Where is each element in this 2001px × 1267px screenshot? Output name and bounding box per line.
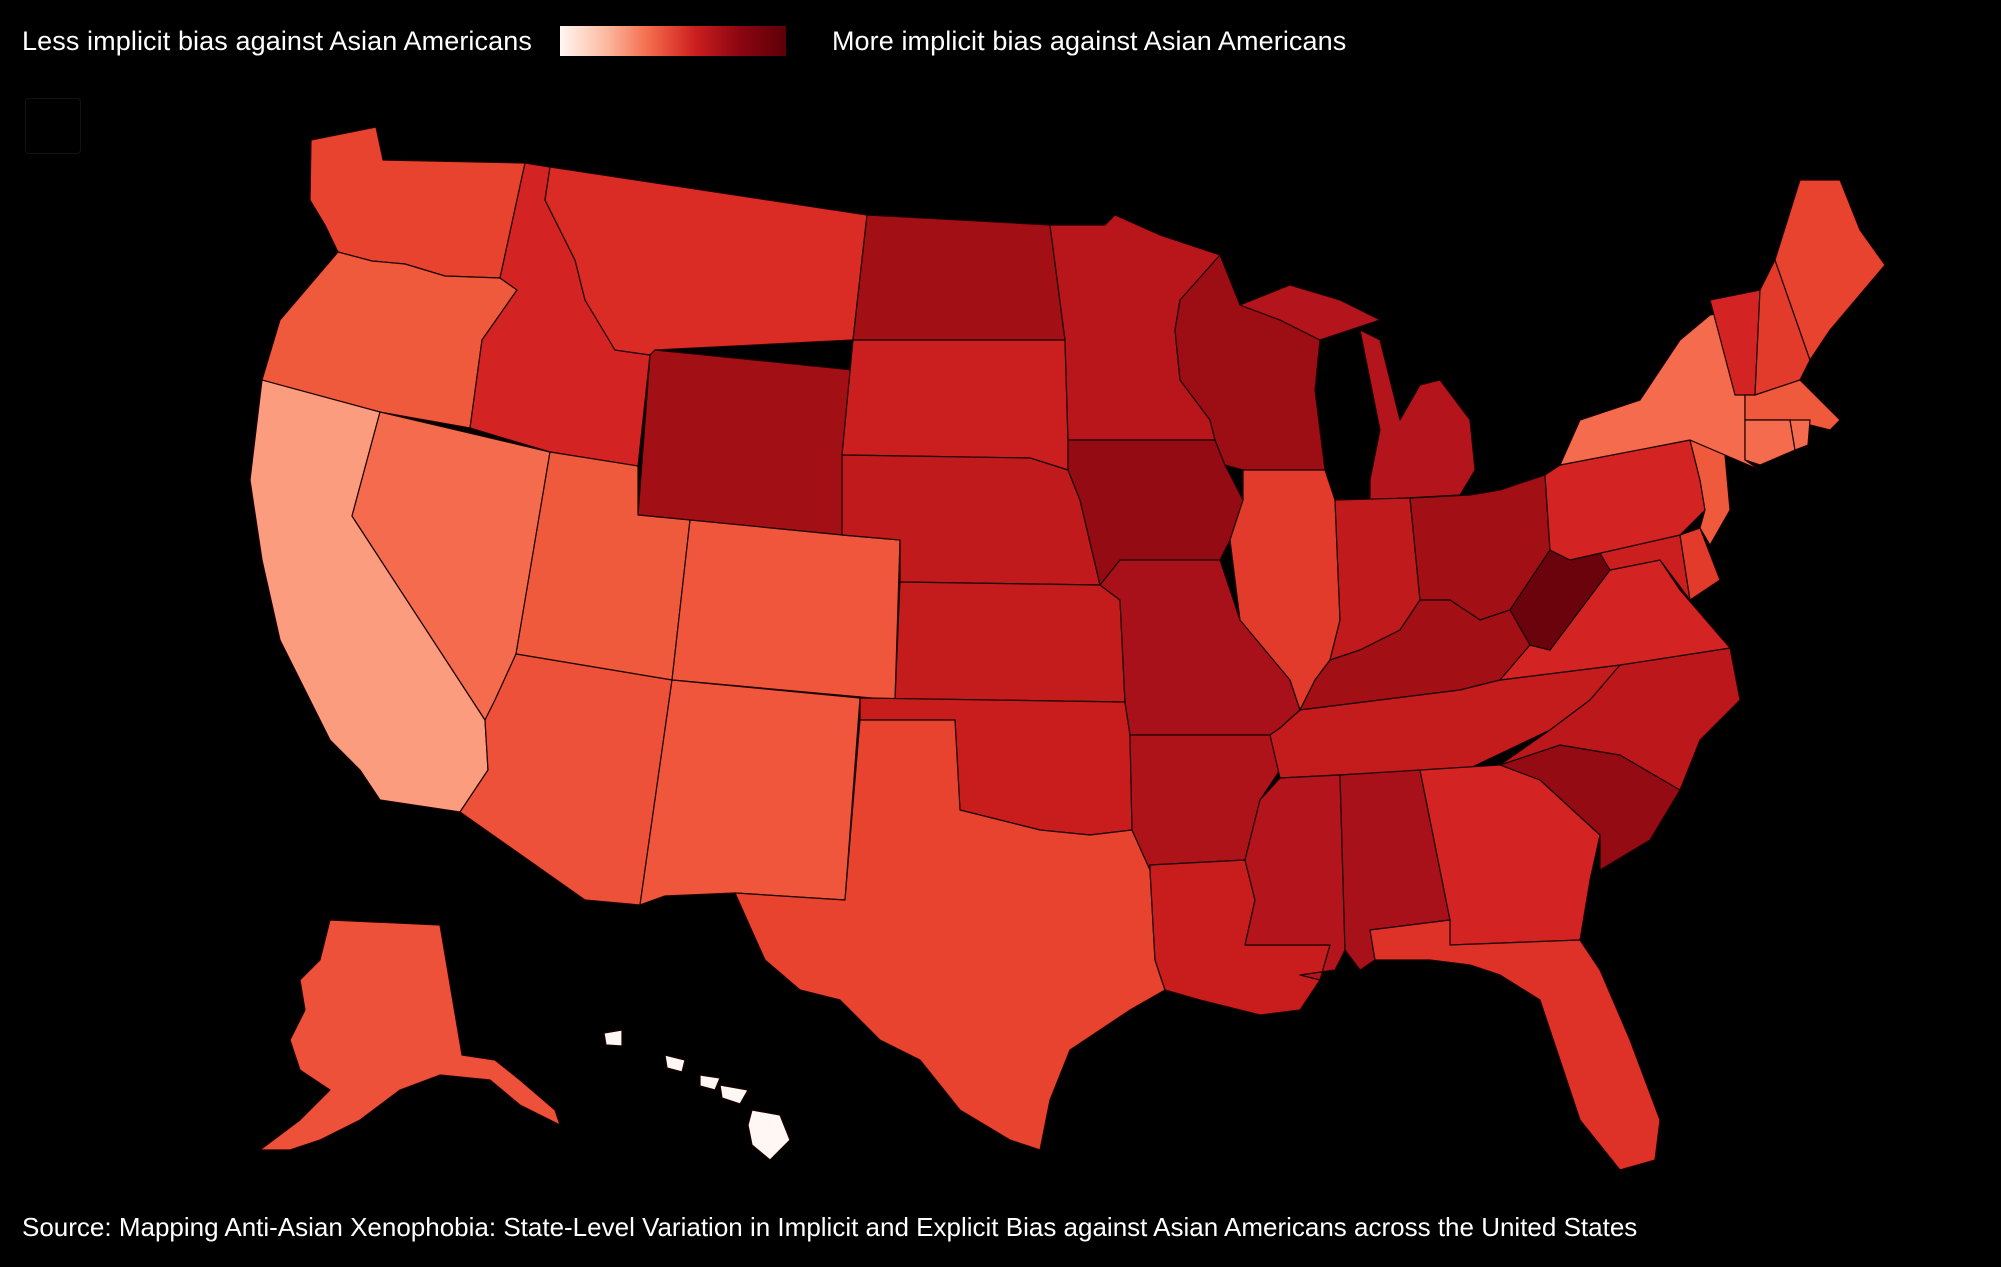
state-florida[interactable] — [1369, 919, 1661, 1171]
state-connecticut[interactable] — [1744, 419, 1796, 466]
state-south-dakota[interactable] — [841, 339, 1069, 471]
legend-low-label: Less implicit bias against Asian America… — [22, 25, 532, 56]
legend-color-scale — [559, 26, 786, 56]
state-new-hampshire[interactable] — [1754, 259, 1811, 396]
state-rhode-island[interactable] — [1789, 419, 1811, 451]
map-zoom-control[interactable] — [25, 98, 81, 154]
states-layer — [249, 126, 1886, 1171]
state-north-dakota[interactable] — [852, 214, 1066, 341]
legend-high-label: More implicit bias against Asian America… — [831, 25, 1347, 56]
state-new-mexico[interactable] — [639, 679, 861, 906]
state-wyoming[interactable] — [637, 349, 854, 536]
state-alaska[interactable] — [259, 919, 561, 1151]
state-north-carolina[interactable] — [1499, 647, 1741, 791]
state-texas[interactable] — [734, 719, 1166, 1151]
source-caption: Source: Mapping Anti-Asian Xenophobia: S… — [22, 1212, 1638, 1242]
state-delaware[interactable] — [1679, 527, 1721, 601]
state-hawaii[interactable] — [603, 1029, 791, 1161]
legend: Less implicit bias against Asian America… — [22, 20, 1346, 62]
state-colorado[interactable] — [671, 519, 901, 701]
state-michigan[interactable] — [1239, 284, 1476, 501]
state-maine[interactable] — [1774, 179, 1886, 361]
state-new-jersey[interactable] — [1689, 439, 1731, 546]
state-kansas[interactable] — [859, 581, 1126, 703]
